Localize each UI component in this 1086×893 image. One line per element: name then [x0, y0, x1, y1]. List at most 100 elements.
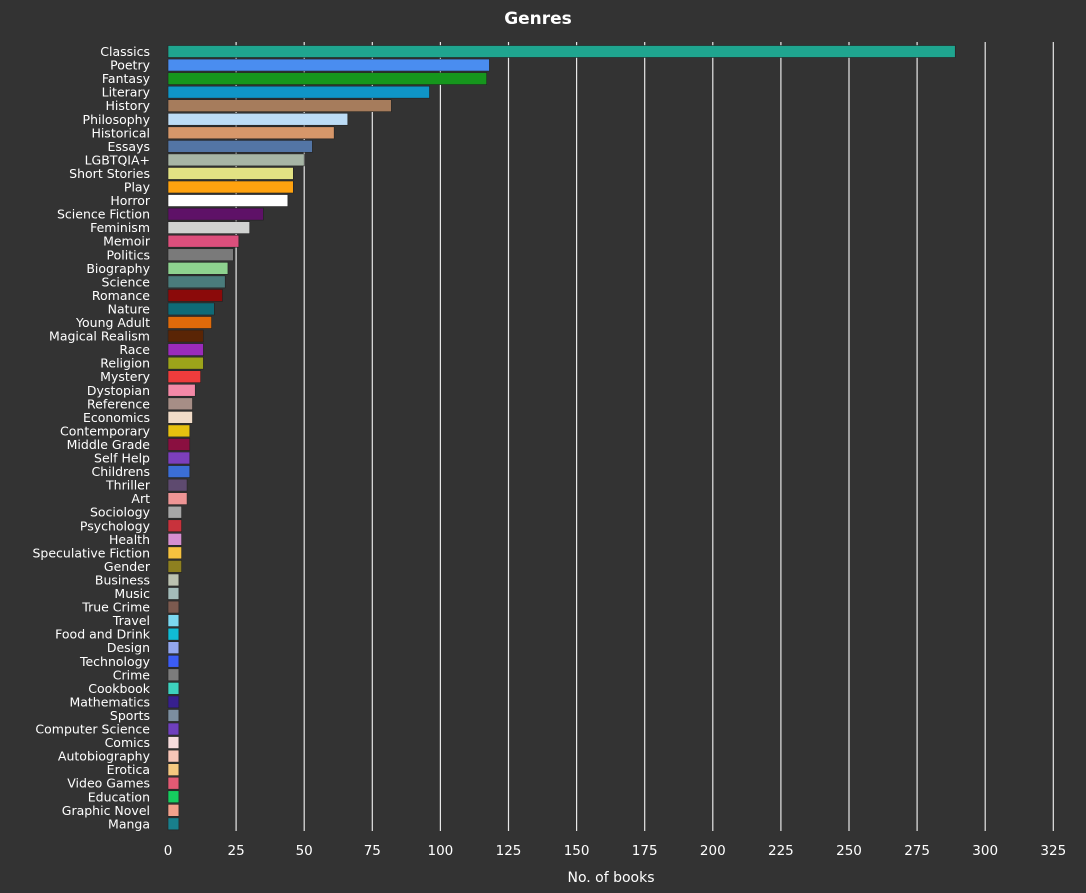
bar	[167, 112, 349, 126]
bar	[167, 709, 180, 722]
bar	[167, 641, 180, 655]
bar	[167, 695, 180, 709]
bar	[167, 790, 180, 804]
bar	[167, 207, 264, 221]
x-tick-label: 275	[904, 843, 930, 859]
x-tick-label: 100	[428, 843, 454, 859]
bar	[167, 72, 488, 85]
category-label: Fantasy	[102, 71, 151, 86]
category-label: Design	[107, 640, 150, 655]
x-tick-label: 175	[632, 843, 658, 859]
x-tick-label: 125	[496, 843, 522, 859]
category-label: Young Adult	[75, 315, 150, 330]
bar	[167, 58, 490, 72]
category-label: LGBTQIA+	[85, 152, 150, 167]
category-label: Health	[109, 532, 150, 547]
category-label: True Crime	[81, 600, 150, 615]
bar	[167, 316, 212, 329]
category-label: Science Fiction	[57, 207, 150, 222]
bar	[167, 99, 392, 112]
category-label: Mathematics	[69, 694, 150, 709]
bar	[167, 85, 430, 99]
category-label: Speculative Fiction	[33, 545, 151, 560]
category-labels: ClassicsPoetryFantasyLiteraryHistoryPhil…	[33, 44, 151, 831]
x-tick-labels: 0 25 50 75 100 125 150 175 200 225 250 275 300 325	[164, 843, 1066, 859]
category-label: Art	[131, 491, 150, 506]
category-label: Sports	[110, 708, 150, 723]
bar	[167, 803, 180, 817]
bar	[167, 275, 226, 289]
bar	[167, 234, 240, 248]
bar	[167, 505, 182, 519]
bar	[167, 248, 234, 262]
category-label: Business	[95, 572, 150, 587]
category-label: Middle Grade	[67, 437, 151, 452]
bar	[167, 627, 180, 641]
category-label: Biography	[86, 261, 150, 276]
category-label: Gender	[104, 559, 151, 574]
category-label: Romance	[92, 288, 150, 303]
bar	[167, 817, 180, 831]
category-label: Mystery	[100, 369, 150, 384]
x-axis-title: No. of books	[567, 870, 654, 886]
category-label: Manga	[108, 816, 150, 831]
category-label: Cookbook	[88, 681, 150, 696]
category-label: Philosophy	[83, 112, 151, 127]
bar	[167, 614, 180, 627]
category-label: Literary	[102, 85, 151, 100]
x-tick-label: 225	[768, 843, 794, 859]
x-tick-label: 75	[364, 843, 381, 859]
category-label: Historical	[91, 125, 150, 140]
category-label: Self Help	[94, 451, 150, 466]
category-label: Music	[114, 586, 150, 601]
category-label: Sociology	[90, 505, 151, 520]
category-label: Thriller	[105, 478, 151, 493]
category-label: Feminism	[90, 220, 150, 235]
bar	[167, 465, 191, 478]
category-label: Dystopian	[87, 383, 150, 398]
category-label: Graphic Novel	[62, 803, 150, 818]
bar	[167, 424, 191, 438]
x-tick-label: 0	[164, 843, 173, 859]
bar	[167, 343, 204, 356]
category-label: Education	[88, 789, 150, 804]
bar	[167, 438, 191, 451]
category-label: Play	[124, 180, 151, 195]
category-label: Psychology	[80, 518, 151, 533]
chart-title: Genres	[504, 9, 572, 29]
category-label: Economics	[83, 410, 150, 425]
x-tick-label: 325	[1040, 843, 1066, 859]
bar	[167, 370, 201, 384]
category-label: Travel	[112, 613, 150, 628]
bar	[167, 45, 956, 58]
bar	[167, 383, 196, 397]
bar	[167, 356, 204, 370]
bar	[167, 736, 180, 749]
bar	[167, 153, 305, 167]
bar	[167, 492, 188, 505]
category-label: Technology	[79, 654, 151, 669]
x-tick-label: 150	[564, 843, 590, 859]
bar	[167, 532, 182, 546]
bar	[167, 478, 188, 492]
category-label: Video Games	[67, 776, 150, 791]
bar	[167, 261, 229, 275]
bar	[167, 221, 251, 234]
bar	[167, 289, 223, 302]
bar	[167, 682, 180, 695]
bar	[167, 573, 180, 587]
x-tick-label: 50	[296, 843, 313, 859]
bar	[167, 722, 180, 736]
bar	[167, 140, 313, 153]
bar	[167, 167, 294, 180]
x-tick-label: 25	[228, 843, 245, 859]
category-label: Memoir	[103, 234, 151, 249]
gridlines	[235, 42, 1054, 831]
category-label: History	[106, 98, 151, 113]
category-label: Childrens	[91, 464, 150, 479]
bar	[167, 560, 182, 573]
bar	[167, 668, 180, 682]
category-label: Autobiography	[58, 749, 151, 764]
bar	[167, 749, 180, 763]
bar	[167, 519, 182, 533]
